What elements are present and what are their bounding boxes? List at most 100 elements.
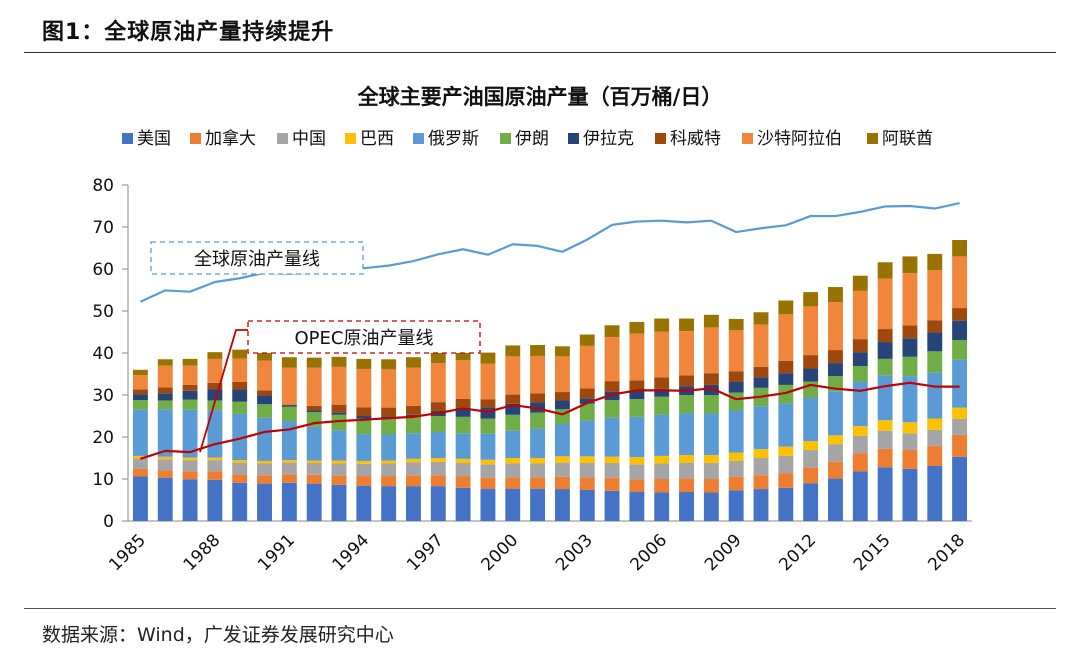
y-tick-label: 50 <box>92 302 114 322</box>
bar-segment <box>902 256 918 274</box>
line-annotations: 全球原油产量线 OPEC原油产量线 <box>150 241 481 453</box>
bar-segment <box>902 422 918 434</box>
bar-segment <box>480 459 496 465</box>
bar-segment <box>257 460 272 464</box>
bar-segment <box>679 478 694 493</box>
bar-segment <box>306 426 322 461</box>
bar-segment <box>927 253 943 271</box>
bar-segment <box>629 399 645 417</box>
bar-segment <box>828 444 843 462</box>
bar-stack <box>132 369 148 521</box>
x-tick-label: 2018 <box>924 530 969 575</box>
bar-segment <box>455 348 471 361</box>
bar-segment <box>530 345 546 356</box>
legend-label: 加拿大 <box>205 128 256 149</box>
bar-segment <box>157 477 173 521</box>
bar-segment <box>381 460 397 464</box>
bar-segment <box>207 479 223 521</box>
bar-segment <box>232 381 248 390</box>
bar-segment <box>554 356 570 393</box>
bar-segment <box>902 338 918 357</box>
bar-segment <box>480 418 496 434</box>
bar-segment <box>902 376 918 423</box>
bar-segment <box>331 356 347 367</box>
bar-segment <box>157 393 173 401</box>
bar-segment <box>505 477 521 489</box>
bar-segment <box>182 358 198 366</box>
bar-segment <box>654 318 670 332</box>
bar-segment <box>803 397 819 442</box>
bar-segment <box>952 456 968 521</box>
bar-segment <box>331 460 347 464</box>
bar-segment <box>604 477 620 491</box>
bar-segment <box>132 468 148 477</box>
bar-segment <box>430 475 446 487</box>
bar-segment <box>828 302 843 351</box>
legend-swatch <box>568 133 579 144</box>
bar-segment <box>381 407 397 417</box>
bar-segment <box>505 488 521 521</box>
bar-stack <box>430 352 446 521</box>
bar-segment <box>679 395 694 414</box>
bar-segment <box>828 435 843 445</box>
bar-segment <box>579 345 595 389</box>
bar-segment <box>406 433 421 459</box>
bar-segment <box>554 462 570 477</box>
bar-segment <box>356 418 372 435</box>
bar-segment <box>356 407 372 416</box>
bar-segment <box>505 345 521 357</box>
bar-segment <box>703 384 719 395</box>
bar-segment <box>828 350 843 364</box>
bar-segment <box>430 402 446 411</box>
bar-segment <box>852 339 868 353</box>
bar-segment <box>281 482 297 521</box>
bar-segment <box>306 463 322 475</box>
bar-segment <box>852 366 868 382</box>
bar-stack <box>554 346 570 521</box>
bar-segment <box>356 434 372 461</box>
legend-swatch <box>190 133 201 144</box>
bar-segment <box>554 456 570 463</box>
bar-segment <box>480 464 496 478</box>
bar-segment <box>281 406 297 422</box>
bar-segment <box>306 474 322 484</box>
bar-segment <box>232 413 248 461</box>
bar-segment <box>877 467 893 521</box>
x-tick-label: 2009 <box>701 530 746 575</box>
bar-segment <box>207 358 223 383</box>
y-tick-label: 30 <box>92 386 114 406</box>
bar-segment <box>554 489 570 521</box>
bar-segment <box>852 435 868 454</box>
bar-segment <box>232 401 248 414</box>
x-tick-label: 2012 <box>775 530 820 575</box>
bar-segment <box>927 372 943 419</box>
bar-segment <box>132 409 148 456</box>
chart: 全球主要产油国原油产量（百万桶/日） 美国 加拿大 中国 巴西 俄罗斯 伊朗 伊拉克 科威特 沙… <box>92 85 972 575</box>
bar-segment <box>629 321 645 334</box>
bar-segment <box>902 356 918 377</box>
bar-segment <box>132 400 148 410</box>
bar-segment <box>257 404 272 418</box>
x-axis-labels: 1985 1988 1991 1994 1997 2000 2003 2006 2009 2012… <box>105 530 969 575</box>
bar-segment <box>927 270 943 321</box>
bar-segment <box>207 400 223 411</box>
bar-segment <box>455 487 471 521</box>
bar-segment <box>430 486 446 521</box>
bar-segment <box>530 393 546 403</box>
bar-segment <box>207 471 223 480</box>
bar-segment <box>952 320 968 340</box>
bar-segment <box>679 462 694 479</box>
bar-segment <box>703 479 719 493</box>
bar-segment <box>579 403 595 421</box>
bar-segment <box>778 403 794 447</box>
bar-segment <box>381 476 397 487</box>
bar-segment <box>579 420 595 457</box>
bar-segment <box>331 412 347 415</box>
bar-segment <box>629 333 645 381</box>
bar-segment <box>182 390 198 400</box>
bar-segment <box>803 292 819 307</box>
bar-stack <box>679 318 694 521</box>
bar-stack <box>257 350 272 521</box>
legend-item: 巴西 <box>345 129 394 149</box>
bar-segment <box>579 489 595 521</box>
